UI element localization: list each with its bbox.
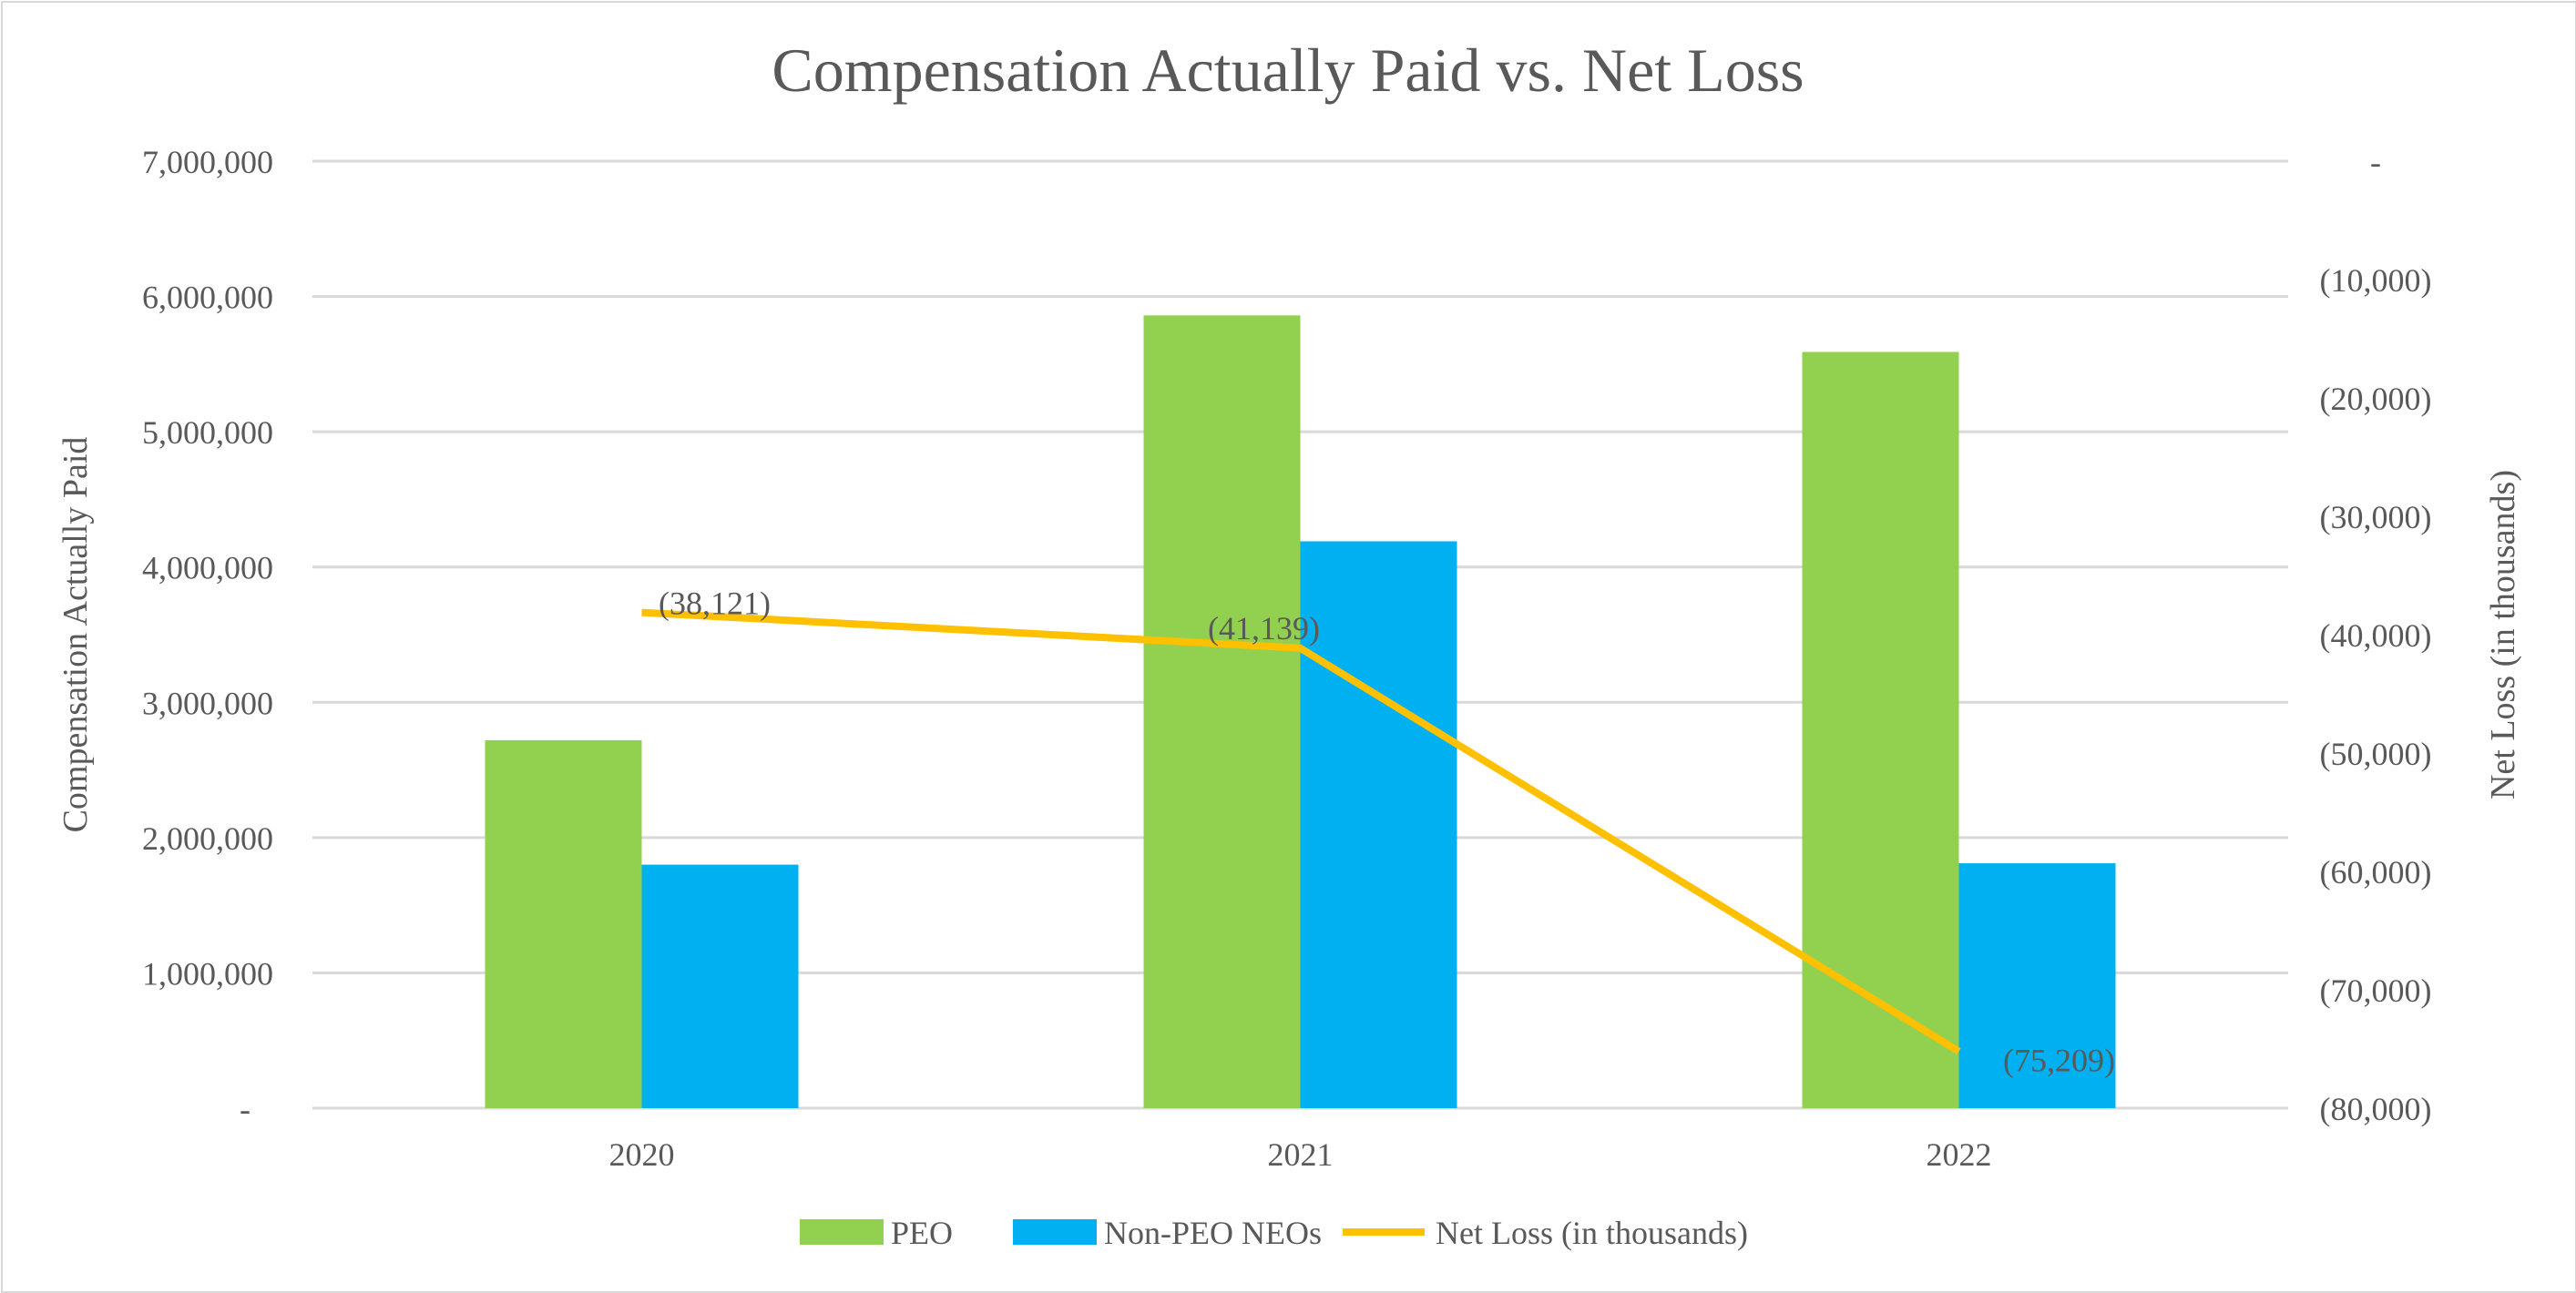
bar-peo-2022 — [1802, 351, 1959, 1108]
legend-label: Net Loss (in thousands) — [1436, 1215, 1748, 1251]
right-tick-label: (30,000) — [2320, 499, 2432, 535]
left-tick-label: 6,000,000 — [142, 280, 273, 316]
right-tick-label: (10,000) — [2320, 262, 2432, 299]
left-tick-label: 3,000,000 — [142, 685, 273, 721]
left-tick-label: - — [240, 1091, 250, 1127]
net-loss-data-label: (38,121) — [659, 585, 771, 622]
chart-title: Compensation Actually Paid vs. Net Loss — [772, 36, 1804, 105]
right-tick-label: (60,000) — [2320, 854, 2432, 891]
right-tick-label: (80,000) — [2320, 1091, 2432, 1127]
left-axis-title: Compensation Actually Paid — [56, 437, 95, 833]
legend-swatch-0 — [800, 1219, 884, 1245]
bar-non-peo-neos-2020 — [641, 864, 799, 1108]
legend-swatch-1 — [1013, 1219, 1097, 1245]
x-axis-ticks: 2020 2021 2022 — [609, 1136, 1992, 1173]
left-tick-label: 4,000,000 — [142, 550, 273, 586]
right-tick-label: (20,000) — [2320, 381, 2432, 417]
net-loss-data-label: (41,139) — [1208, 610, 1320, 646]
left-axis-ticks: - 1,000,000 2,000,000 3,000,000 4,000,000 5,0… — [142, 144, 273, 1127]
right-tick-label: (40,000) — [2320, 617, 2432, 654]
bar-peo-2021 — [1143, 315, 1301, 1108]
left-tick-label: 2,000,000 — [142, 820, 273, 857]
net-loss-line: (38,121) (41,139) (75,209) — [641, 585, 2115, 1079]
right-axis-ticks: - (10,000) (20,000) (30,000) (40,000) (50,000… — [2320, 144, 2432, 1127]
bar-peo-2020 — [485, 739, 642, 1108]
legend: PEO Non-PEO NEOs Net Loss (in thousands) — [800, 1215, 1748, 1251]
right-tick-label: - — [2370, 144, 2381, 180]
bar-non-peo-neos-2021 — [1300, 541, 1457, 1108]
right-tick-label: (50,000) — [2320, 736, 2432, 772]
bar-non-peo-neos-2022 — [1958, 863, 2116, 1108]
bars — [485, 315, 2116, 1108]
left-tick-label: 5,000,000 — [142, 414, 273, 451]
x-tick-label: 2020 — [609, 1136, 675, 1173]
legend-label: PEO — [891, 1215, 953, 1251]
net-loss-polyline — [641, 608, 1961, 1055]
x-tick-label: 2021 — [1268, 1136, 1334, 1173]
right-tick-label: (70,000) — [2320, 972, 2432, 1009]
x-tick-label: 2022 — [1927, 1136, 1992, 1173]
right-axis-title: Net Loss (in thousands) — [2484, 470, 2522, 799]
net-loss-data-label: (75,209) — [2003, 1043, 2115, 1079]
left-tick-label: 1,000,000 — [142, 955, 273, 992]
left-tick-label: 7,000,000 — [142, 144, 273, 180]
legend-label: Non-PEO NEOs — [1104, 1215, 1322, 1251]
